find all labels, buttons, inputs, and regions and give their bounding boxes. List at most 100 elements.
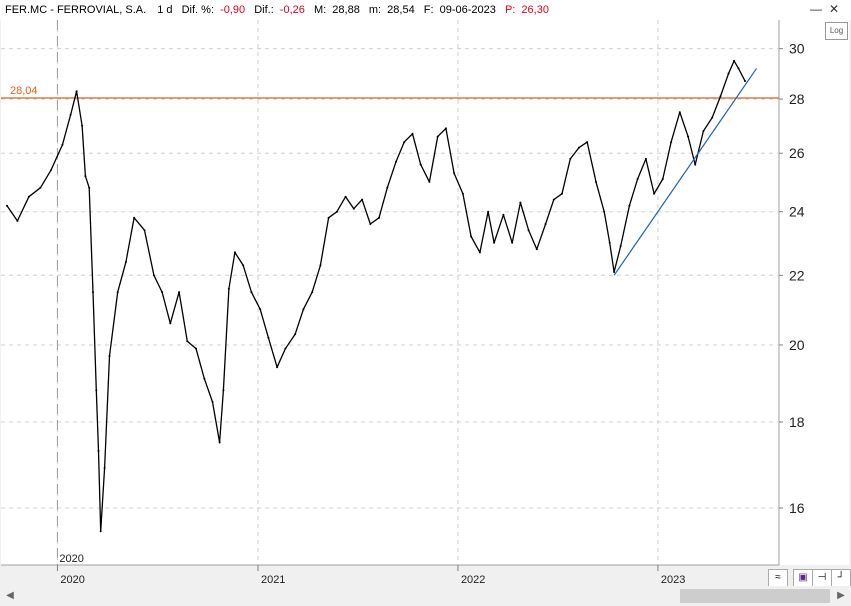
pin-icon[interactable]: ⊣ bbox=[812, 569, 832, 587]
scroll-left-icon[interactable]: ◀ bbox=[6, 590, 14, 601]
price-point bbox=[81, 124, 84, 127]
crosshair-icon[interactable]: ┘ bbox=[831, 569, 851, 587]
price-point bbox=[133, 216, 136, 219]
dif-value: -0,26 bbox=[279, 4, 305, 16]
y-tick-label: 20 bbox=[789, 337, 805, 353]
price-point bbox=[403, 141, 406, 144]
max-value: 28,88 bbox=[332, 4, 360, 16]
y-tick-label: 18 bbox=[789, 414, 805, 430]
price-point bbox=[152, 274, 155, 277]
price-point bbox=[116, 291, 119, 294]
price-point bbox=[161, 291, 164, 294]
price-series-line bbox=[6, 60, 746, 532]
price-point bbox=[694, 163, 697, 166]
plot-area bbox=[1, 20, 779, 565]
price-point bbox=[737, 67, 740, 70]
price-point bbox=[535, 248, 538, 251]
price-point bbox=[727, 72, 730, 75]
y-tick-label: 22 bbox=[789, 267, 805, 283]
y-axis-area bbox=[779, 20, 849, 565]
price-point bbox=[92, 291, 94, 294]
scroll-right-icon[interactable]: ▶ bbox=[837, 590, 845, 601]
price-point bbox=[352, 207, 355, 210]
price-point bbox=[470, 235, 473, 238]
price-point bbox=[294, 333, 297, 336]
price-point bbox=[527, 229, 530, 232]
price-point bbox=[250, 291, 253, 294]
price-point bbox=[124, 261, 127, 264]
y-tick-label: 26 bbox=[789, 145, 805, 161]
ticker-label: FER.MC - FERROVIAL, S.A. bbox=[5, 4, 147, 16]
price-point bbox=[511, 241, 514, 244]
x-tick-label: 2021 bbox=[261, 574, 285, 586]
price-point bbox=[544, 223, 547, 225]
date-label: F: bbox=[423, 4, 434, 16]
scroll-track[interactable] bbox=[20, 589, 830, 603]
price-point bbox=[661, 178, 664, 180]
p-value: 26,30 bbox=[521, 4, 549, 16]
x-tick-label: 2022 bbox=[461, 574, 485, 586]
price-point bbox=[687, 135, 690, 138]
scroll-thumb[interactable] bbox=[680, 589, 830, 603]
price-point bbox=[108, 355, 111, 357]
price-point bbox=[644, 157, 647, 160]
date-value: 09-06-2023 bbox=[439, 4, 496, 16]
price-point bbox=[169, 322, 172, 325]
price-point bbox=[453, 172, 456, 175]
price-point bbox=[218, 441, 221, 444]
price-point bbox=[311, 291, 314, 294]
price-point bbox=[335, 210, 338, 213]
price-point bbox=[39, 186, 42, 189]
price-point bbox=[259, 308, 262, 311]
log-scale-button[interactable]: Log bbox=[825, 22, 848, 40]
minimize-icon[interactable]: — bbox=[810, 2, 822, 16]
wave-icon[interactable]: ≈ bbox=[768, 569, 788, 587]
price-point bbox=[302, 308, 305, 311]
price-point bbox=[608, 241, 611, 244]
price-point bbox=[411, 132, 414, 135]
price-point bbox=[603, 210, 606, 213]
price-point bbox=[493, 241, 496, 244]
trendline bbox=[613, 68, 758, 276]
price-point bbox=[6, 204, 8, 207]
price-point bbox=[203, 377, 206, 380]
price-point bbox=[461, 192, 464, 195]
price-point bbox=[227, 287, 230, 290]
price-point bbox=[519, 201, 522, 204]
price-point bbox=[178, 291, 181, 294]
price-point bbox=[84, 175, 87, 178]
price-point bbox=[386, 186, 389, 189]
min-value: 28,54 bbox=[387, 4, 415, 16]
price-point bbox=[103, 467, 106, 469]
price-point bbox=[628, 204, 631, 207]
max-label: M: bbox=[313, 4, 327, 16]
cursor-marker-label: 2020 bbox=[59, 553, 83, 565]
min-label: m: bbox=[368, 4, 382, 16]
price-point bbox=[678, 111, 681, 114]
price-point bbox=[61, 143, 64, 146]
horizontal-level-label: 28,04 bbox=[10, 85, 38, 97]
price-point bbox=[711, 116, 714, 119]
price-point bbox=[478, 251, 481, 254]
price-point bbox=[744, 80, 746, 82]
price-point bbox=[636, 178, 639, 180]
price-point bbox=[395, 160, 397, 163]
save-icon[interactable]: ▣ bbox=[793, 569, 813, 587]
price-point bbox=[444, 127, 447, 130]
price-point bbox=[69, 113, 72, 116]
price-point bbox=[242, 264, 245, 267]
price-point bbox=[75, 90, 78, 93]
dif-pct-value: -0,90 bbox=[220, 4, 246, 16]
price-point bbox=[561, 192, 563, 195]
price-point bbox=[99, 530, 102, 533]
x-tick-label: 2023 bbox=[661, 574, 685, 586]
price-point bbox=[569, 157, 572, 160]
x-tick-label: 2020 bbox=[60, 574, 84, 586]
horizontal-scrollbar[interactable]: ◀ ▶ bbox=[0, 586, 851, 606]
close-icon[interactable]: ✕ bbox=[828, 2, 840, 16]
price-point bbox=[552, 198, 555, 201]
price-point bbox=[613, 271, 616, 273]
y-tick-label: 28 bbox=[789, 91, 805, 107]
price-point bbox=[95, 389, 98, 392]
